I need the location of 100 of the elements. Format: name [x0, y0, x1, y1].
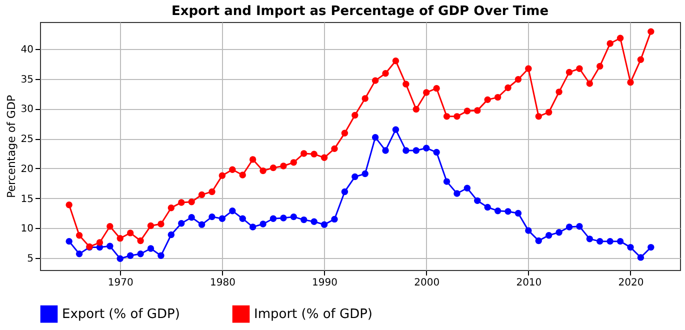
- point: [504, 208, 512, 215]
- point: [422, 89, 430, 96]
- point: [158, 220, 164, 228]
- point: [412, 106, 420, 113]
- point: [464, 184, 471, 192]
- point: [606, 238, 614, 245]
- point: [627, 244, 634, 251]
- point: [320, 221, 328, 228]
- point: [566, 68, 573, 76]
- legend-label: Export (% of GDP): [62, 307, 180, 322]
- point: [392, 57, 400, 64]
- point: [137, 250, 144, 258]
- point: [331, 145, 338, 152]
- point: [66, 238, 72, 245]
- point: [249, 224, 256, 230]
- y-tick-label: 40: [20, 44, 34, 56]
- point: [96, 239, 104, 246]
- point: [637, 254, 644, 261]
- point: [616, 34, 624, 42]
- point: [606, 40, 614, 47]
- point: [320, 154, 328, 161]
- point: [474, 197, 481, 204]
- point: [484, 204, 491, 211]
- point: [402, 80, 410, 88]
- point: [126, 252, 134, 260]
- point: [464, 108, 471, 114]
- point: [116, 234, 124, 242]
- point: [433, 84, 440, 92]
- point: [188, 198, 195, 206]
- point: [402, 147, 410, 154]
- point: [627, 79, 634, 86]
- point: [229, 207, 236, 214]
- x-tick-label: 1980: [210, 278, 236, 288]
- point: [382, 70, 389, 77]
- point: [616, 238, 624, 245]
- point: [239, 172, 246, 178]
- point: [372, 77, 379, 84]
- point: [168, 231, 175, 238]
- point: [556, 229, 562, 236]
- point: [494, 207, 502, 214]
- point: [208, 188, 216, 196]
- point: [535, 113, 542, 120]
- point: [422, 144, 430, 152]
- point: [290, 213, 298, 220]
- point: [454, 113, 460, 120]
- point: [454, 190, 460, 197]
- point: [290, 159, 298, 166]
- point: [66, 202, 72, 208]
- point: [576, 65, 583, 72]
- point: [392, 126, 400, 133]
- point: [198, 191, 206, 198]
- point: [382, 147, 389, 154]
- point: [331, 216, 338, 223]
- point: [372, 134, 379, 141]
- point: [198, 221, 206, 228]
- point: [147, 245, 154, 252]
- point: [596, 238, 604, 245]
- point: [208, 213, 216, 220]
- y-tick-label: 5: [27, 254, 34, 265]
- x-tick-label: 1990: [312, 278, 338, 288]
- point: [545, 108, 552, 116]
- y-axis-title: Percentage of GDP: [4, 94, 18, 198]
- point: [494, 94, 502, 101]
- point: [514, 210, 522, 217]
- point: [76, 250, 83, 258]
- point: [218, 215, 226, 222]
- x-tick-label: 2020: [618, 278, 644, 288]
- y-tick-label: 15: [20, 194, 34, 205]
- point: [260, 167, 266, 174]
- x-tick-label: 2000: [414, 278, 440, 288]
- point: [433, 148, 440, 156]
- x-tick-label: 2010: [516, 278, 542, 288]
- point: [158, 252, 164, 260]
- point: [126, 230, 134, 236]
- point: [341, 130, 348, 136]
- point: [239, 215, 246, 222]
- point: [648, 244, 654, 251]
- point: [147, 222, 154, 230]
- point: [300, 216, 308, 224]
- point: [300, 150, 308, 157]
- y-tick-label: 10: [20, 224, 34, 235]
- point: [352, 173, 358, 180]
- y-tick-label: 25: [20, 134, 34, 146]
- point: [504, 84, 512, 92]
- point: [106, 223, 114, 230]
- y-tick-label: 30: [20, 104, 34, 116]
- point: [310, 150, 318, 158]
- point: [270, 164, 277, 172]
- point: [525, 65, 532, 72]
- x-tick-label: 1970: [108, 278, 134, 288]
- y-tick-label: 35: [20, 74, 34, 86]
- point: [535, 237, 542, 244]
- point: [525, 227, 532, 234]
- point: [218, 172, 226, 179]
- point: [229, 166, 236, 173]
- point: [586, 80, 594, 87]
- legend-label: Import (% of GDP): [254, 307, 372, 322]
- point: [137, 237, 144, 244]
- point: [566, 224, 573, 230]
- point: [474, 107, 481, 114]
